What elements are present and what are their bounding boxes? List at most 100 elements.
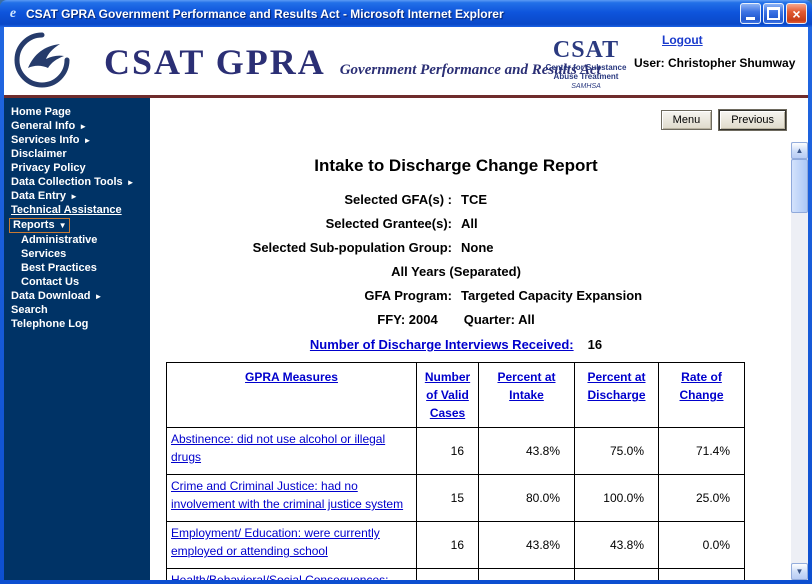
header-rate-of-change: Rate of Change: [658, 362, 745, 428]
measure-link[interactable]: Abstinence: did not use alcohol or illeg…: [171, 432, 386, 464]
field-value: TCE: [461, 192, 487, 207]
menu-button[interactable]: Menu: [660, 110, 713, 130]
header-valid-cases: Number of Valid Cases: [416, 362, 479, 428]
percent-intake-cell: 43.8%: [478, 427, 575, 475]
vertical-scrollbar[interactable]: ▲ ▼: [791, 142, 808, 580]
scroll-down-icon: ▼: [795, 567, 804, 576]
rate-of-change-cell: 0.0%: [658, 521, 745, 569]
page-header: CSAT GPRA Government Performance and Res…: [4, 27, 808, 98]
sidebar-item-reports[interactable]: Reports ▼: [9, 218, 71, 233]
previous-button[interactable]: Previous: [719, 110, 786, 130]
report-frame: Intake to Discharge Change Report Select…: [150, 142, 808, 580]
sidebar-item-label: Telephone Log: [11, 318, 89, 330]
sidebar-item-label: Technical Assistance: [11, 204, 122, 216]
sidebar-item-data-collection-tools[interactable]: Data Collection Tools ►: [9, 176, 150, 189]
discharge-interviews-link[interactable]: Number of Discharge Interviews Received:: [309, 337, 574, 352]
field-selected-subpopulation: Selected Sub-population Group: None: [150, 240, 791, 256]
sidebar-item-search[interactable]: Search: [9, 304, 150, 317]
sidebar: Home Page General Info ► Services Info ► D…: [4, 98, 150, 580]
scroll-down-button[interactable]: ▼: [791, 563, 808, 580]
sidebar-item-label: Data Download: [11, 290, 91, 302]
rate-of-change-cell: 25.0%: [658, 474, 745, 522]
rate-of-change-header-link[interactable]: Rate of Change: [679, 370, 724, 402]
main-area: Home Page General Info ► Services Info ► D…: [4, 98, 808, 580]
sidebar-item-contact-us[interactable]: Contact Us: [9, 276, 150, 289]
percent-intake-cell: 43.8%: [478, 521, 575, 569]
scroll-thumb[interactable]: [791, 159, 808, 213]
percent-discharge-cell: 43.8%: [574, 521, 659, 569]
csat-logo: CSAT Center for Substance Abuse Treatmen…: [540, 37, 632, 90]
ffy-quarter-line: FFY: 2004 Quarter: All: [150, 312, 762, 328]
window-controls: ×: [740, 3, 807, 24]
sidebar-item-label: General Info: [11, 120, 76, 132]
measure-cell: Employment/ Education: were currently em…: [166, 521, 417, 569]
brand-tagline: Government Performance and Results Act: [339, 62, 601, 78]
arrow-right-icon: ►: [83, 136, 92, 145]
header-gpra-measures: GPRA Measures: [166, 362, 417, 428]
gpra-measures-header-link[interactable]: GPRA Measures: [245, 370, 338, 384]
sidebar-item-telephone-log[interactable]: Telephone Log: [9, 318, 150, 331]
sidebar-item-label: Privacy Policy: [11, 162, 86, 174]
arrow-right-icon: ►: [79, 122, 88, 131]
field-label: Selected Sub-population Group:: [252, 240, 452, 255]
window-title: CSAT GPRA Government Performance and Res…: [26, 6, 504, 21]
hhs-eagle-logo: [14, 32, 70, 88]
sidebar-item-privacy-policy[interactable]: Privacy Policy: [9, 162, 150, 175]
table-row: Crime and Criminal Justice: had no invol…: [166, 474, 745, 522]
sidebar-item-label: Home Page: [11, 106, 71, 118]
sidebar-item-label: Best Practices: [21, 262, 97, 274]
field-value: All: [461, 216, 478, 231]
samhsa-label: SAMHSA: [571, 83, 601, 90]
sidebar-item-technical-assistance[interactable]: Technical Assistance: [9, 204, 150, 217]
percent-intake-cell: 62.5%: [478, 568, 575, 580]
arrow-right-icon: ►: [70, 192, 78, 201]
sidebar-item-general-info[interactable]: General Info ►: [9, 120, 150, 133]
measure-link[interactable]: Crime and Criminal Justice: had no invol…: [171, 479, 404, 511]
table-row: Employment/ Education: were currently em…: [166, 521, 745, 569]
measure-cell: Abstinence: did not use alcohol or illeg…: [166, 427, 417, 475]
logout-link[interactable]: Logout: [662, 33, 703, 47]
minimize-button[interactable]: [740, 3, 761, 24]
toolbar: Menu Previous: [150, 98, 808, 142]
measure-link[interactable]: Employment/ Education: were currently em…: [171, 526, 380, 558]
field-selected-grantee: Selected Grantee(s): All: [150, 216, 791, 232]
quarter-label: Quarter: All: [463, 312, 535, 327]
valid-cases-header-link[interactable]: Number of Valid Cases: [424, 370, 471, 420]
rate-of-change-cell: 71.4%: [658, 427, 745, 475]
discharge-interviews-count: 16: [587, 337, 603, 352]
sidebar-item-data-download[interactable]: Data Download ►: [9, 290, 150, 303]
csat-name-line1: Center for Substance: [545, 63, 627, 72]
close-button[interactable]: ×: [786, 3, 807, 24]
content-area: Menu Previous Intake to Discharge Change…: [150, 98, 808, 580]
browser-viewport: CSAT GPRA Government Performance and Res…: [4, 27, 808, 580]
sidebar-item-services-info[interactable]: Services Info ►: [9, 134, 150, 147]
user-area: Logout User: Christopher Shumway: [634, 33, 800, 70]
scroll-up-button[interactable]: ▲: [791, 142, 808, 159]
restore-button[interactable]: [763, 3, 784, 24]
measure-link[interactable]: Health/Behavioral/Social Consequences: e…: [171, 573, 389, 580]
sidebar-item-label: Contact Us: [21, 276, 80, 288]
percent-discharge-cell: 81.3%: [574, 568, 659, 580]
percent-intake-header-link[interactable]: Percent at Intake: [497, 370, 556, 402]
field-value: None: [461, 240, 494, 255]
table-row: Health/Behavioral/Social Consequences: e…: [166, 568, 745, 580]
valid-cases-cell: 16: [416, 521, 479, 569]
sidebar-item-home-page[interactable]: Home Page: [9, 106, 150, 119]
percent-discharge-cell: 75.0%: [574, 427, 659, 475]
title-bar[interactable]: e CSAT GPRA Government Performance and R…: [0, 0, 812, 27]
interviews-received-line: Number of Discharge Interviews Received:…: [150, 336, 762, 354]
report-title: Intake to Discharge Change Report: [314, 156, 598, 175]
sidebar-item-services[interactable]: Services: [9, 248, 150, 261]
header-percent-intake: Percent at Intake: [478, 362, 575, 428]
scroll-track[interactable]: [791, 213, 808, 563]
table-header-row: GPRA Measures Number of Valid Cases Perc…: [166, 362, 745, 428]
sidebar-item-disclaimer[interactable]: Disclaimer: [9, 148, 150, 161]
sidebar-item-data-entry[interactable]: Data Entry ►: [9, 190, 150, 203]
sidebar-item-best-practices[interactable]: Best Practices: [9, 262, 150, 275]
percent-discharge-header-link[interactable]: Percent at Discharge: [587, 370, 646, 402]
field-label: GFA Program:: [364, 288, 452, 303]
sidebar-item-administrative[interactable]: Administrative: [9, 234, 150, 247]
arrow-right-icon: ►: [94, 292, 103, 301]
valid-cases-cell: 16: [416, 568, 479, 580]
